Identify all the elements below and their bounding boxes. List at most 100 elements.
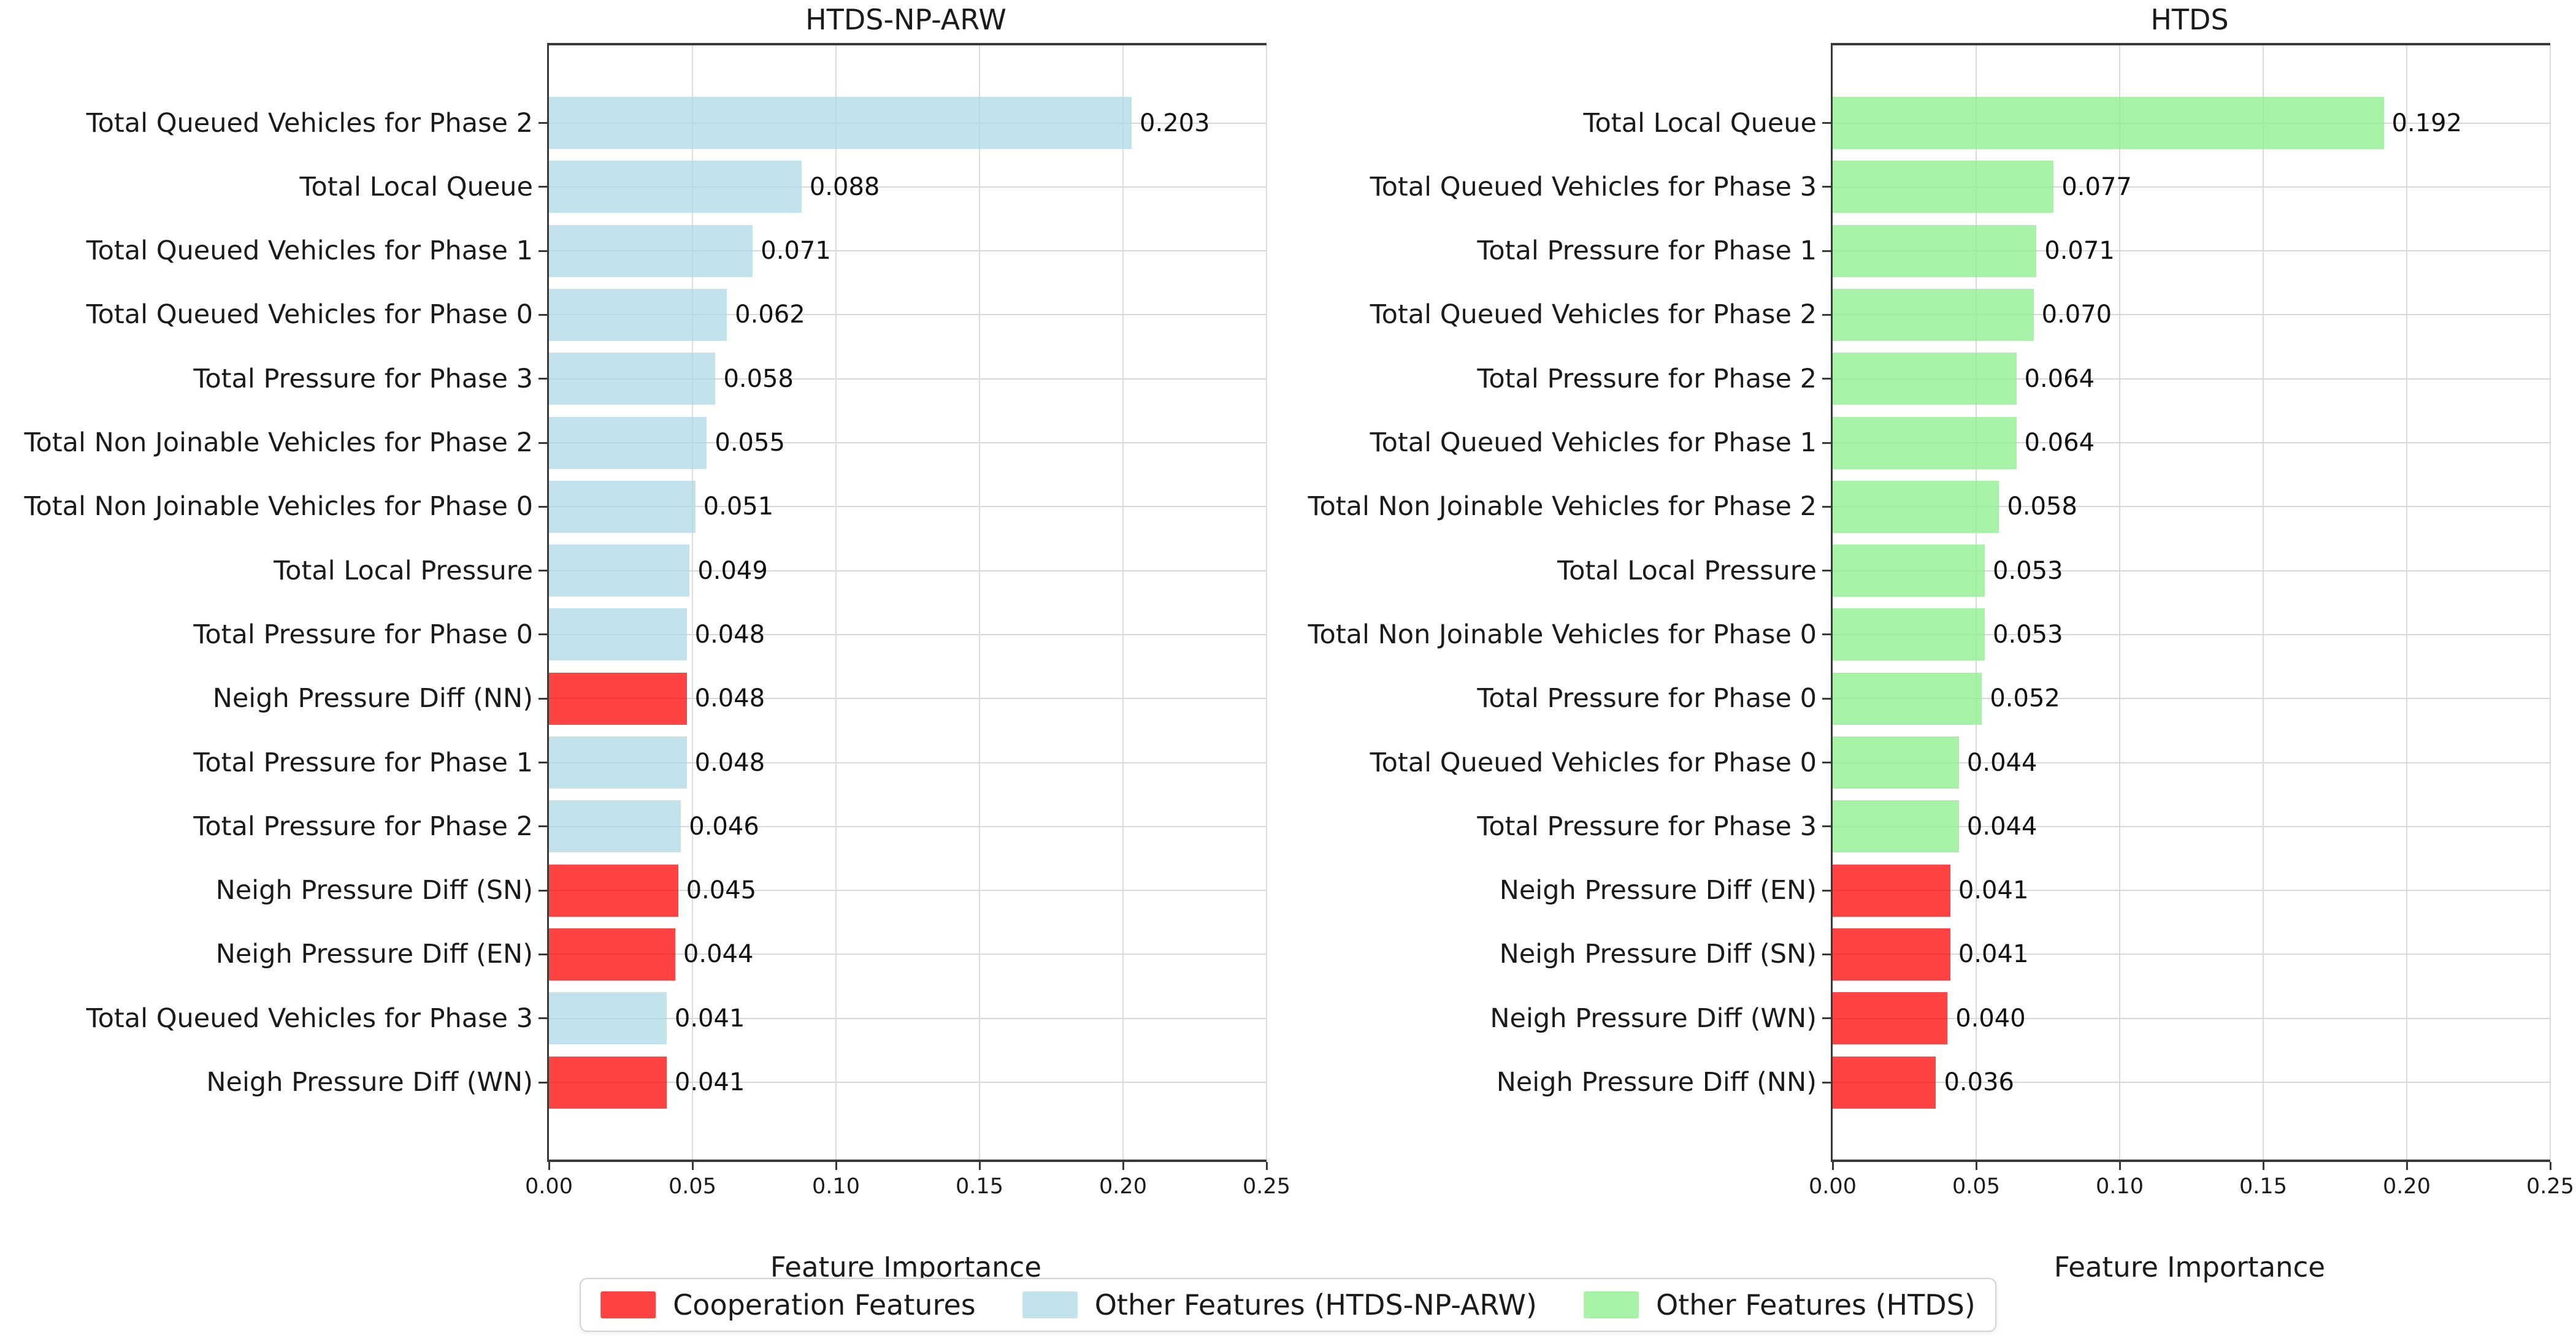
grid-line-horizontal: [549, 762, 1267, 763]
bar: [549, 1056, 667, 1109]
grid-line-horizontal: [549, 698, 1267, 700]
y-tick-mark: [539, 313, 547, 316]
x-tick-mark: [2549, 1162, 2551, 1170]
y-tick-mark: [1822, 953, 1831, 955]
grid-line-horizontal: [1833, 1082, 2550, 1083]
grid-line-horizontal: [1833, 378, 2550, 380]
y-tick-mark: [1822, 570, 1831, 572]
y-tick-label: Total Queued Vehicles for Phase 1: [1370, 427, 1817, 458]
grid-line-horizontal: [549, 1017, 1267, 1019]
bar-value-label: 0.040: [1955, 1004, 2026, 1033]
grid-line-horizontal: [1833, 890, 2550, 892]
y-tick-label: Total Pressure for Phase 3: [193, 363, 533, 394]
x-tick-mark: [691, 1162, 694, 1170]
grid-line-horizontal: [1833, 825, 2550, 827]
grid-line-horizontal: [549, 1082, 1267, 1083]
x-tick-mark: [1122, 1162, 1124, 1170]
x-tick-label: 0.25: [2526, 1174, 2574, 1199]
bar: [1833, 480, 1999, 533]
grid-line-vertical: [2406, 45, 2407, 1160]
y-tick-label: Neigh Pressure Diff (WN): [206, 1067, 533, 1098]
grid-line-vertical: [979, 45, 980, 1160]
y-tick-mark: [539, 762, 547, 763]
y-tick-label: Total Local Queue: [1583, 107, 1817, 139]
y-tick-label: Total Pressure for Phase 1: [193, 747, 533, 778]
x-tick-mark: [2118, 1162, 2121, 1170]
y-tick-mark: [539, 697, 547, 700]
bar: [549, 480, 696, 533]
bar-value-label: 0.048: [694, 748, 765, 777]
x-tick-mark: [1975, 1162, 1977, 1170]
bar: [1833, 800, 1959, 853]
y-tick-mark: [539, 570, 547, 572]
bar: [1833, 992, 1948, 1045]
y-tick-mark: [1822, 1017, 1831, 1020]
y-tick-mark: [539, 825, 547, 828]
y-tick-label: Neigh Pressure Diff (NN): [1496, 1067, 1817, 1098]
bar: [1833, 1056, 1936, 1109]
y-tick-mark: [1822, 505, 1831, 508]
plot-area: 0.203 Total Queued Vehicles for Phase 2 0.…: [25, 43, 1290, 1199]
y-tick-mark: [1822, 697, 1831, 700]
bar: [1833, 928, 1950, 981]
bar: [1833, 545, 1985, 597]
y-tick-label: Total Pressure for Phase 3: [1477, 811, 1817, 842]
y-tick-mark: [539, 378, 547, 380]
y-tick-mark: [1822, 1081, 1831, 1084]
y-tick-label: Total Non Joinable Vehicles for Phase 0: [24, 491, 533, 522]
y-tick-mark: [539, 633, 547, 636]
y-tick-mark: [539, 505, 547, 508]
bar-value-label: 0.071: [761, 237, 831, 266]
y-tick-mark: [1822, 250, 1831, 252]
y-tick-mark: [539, 122, 547, 124]
bar: [1833, 736, 1959, 789]
y-tick-mark: [539, 442, 547, 444]
y-tick-label: Total Non Joinable Vehicles for Phase 2: [1308, 491, 1817, 522]
y-tick-mark: [539, 889, 547, 892]
y-tick-mark: [539, 250, 547, 252]
grid-line-vertical: [692, 45, 693, 1160]
y-tick-label: Total Pressure for Phase 0: [1477, 683, 1817, 714]
bar-value-label: 0.058: [2007, 492, 2077, 521]
grid-line-horizontal: [1833, 954, 2550, 955]
bar-value-label: 0.053: [1993, 620, 2063, 649]
bar-value-label: 0.055: [715, 429, 785, 457]
grid-line-horizontal: [549, 890, 1267, 892]
y-tick-label: Total Pressure for Phase 0: [193, 619, 533, 650]
y-tick-mark: [1822, 633, 1831, 636]
grid-line-horizontal: [549, 825, 1267, 827]
y-tick-label: Total Non Joinable Vehicles for Phase 0: [1308, 619, 1817, 650]
bar: [549, 416, 707, 469]
bar-value-label: 0.045: [686, 876, 757, 905]
bar-value-label: 0.048: [694, 620, 765, 649]
bar: [1833, 97, 2384, 149]
y-tick-label: Neigh Pressure Diff (WN): [1490, 1003, 1817, 1034]
y-tick-label: Total Queued Vehicles for Phase 2: [86, 107, 533, 139]
legend-swatch: [1022, 1291, 1078, 1318]
grid-line-horizontal: [1833, 442, 2550, 443]
x-tick-mark: [978, 1162, 981, 1170]
grid-line-horizontal: [549, 378, 1267, 380]
y-tick-label: Neigh Pressure Diff (EN): [1499, 875, 1817, 906]
y-tick-label: Neigh Pressure Diff (SN): [215, 875, 533, 906]
grid-line-horizontal: [549, 250, 1267, 252]
x-tick-label: 0.00: [1809, 1174, 1857, 1199]
bar-value-label: 0.036: [1944, 1068, 2014, 1096]
x-tick-mark: [835, 1162, 837, 1170]
grid-line-vertical: [2550, 45, 2551, 1160]
legend: Cooperation Features Other Features (HTDS…: [580, 1278, 1996, 1332]
bar: [1833, 672, 1982, 725]
bar-value-label: 0.058: [723, 364, 794, 393]
y-tick-mark: [539, 1081, 547, 1084]
grid-line-horizontal: [1833, 570, 2550, 572]
legend-swatch: [600, 1291, 656, 1318]
bar: [549, 864, 678, 917]
legend-item: Other Features (HTDS-NP-ARW): [1022, 1288, 1537, 1321]
bar: [549, 353, 716, 405]
y-tick-label: Neigh Pressure Diff (NN): [212, 683, 533, 714]
subplot-htds-np-arw: HTDS-NP-ARW 0.203 Total Queued Vehicles f…: [25, 3, 1290, 1283]
bar-value-label: 0.071: [2044, 237, 2115, 266]
grid-line-horizontal: [1833, 633, 2550, 635]
bar: [549, 545, 690, 597]
